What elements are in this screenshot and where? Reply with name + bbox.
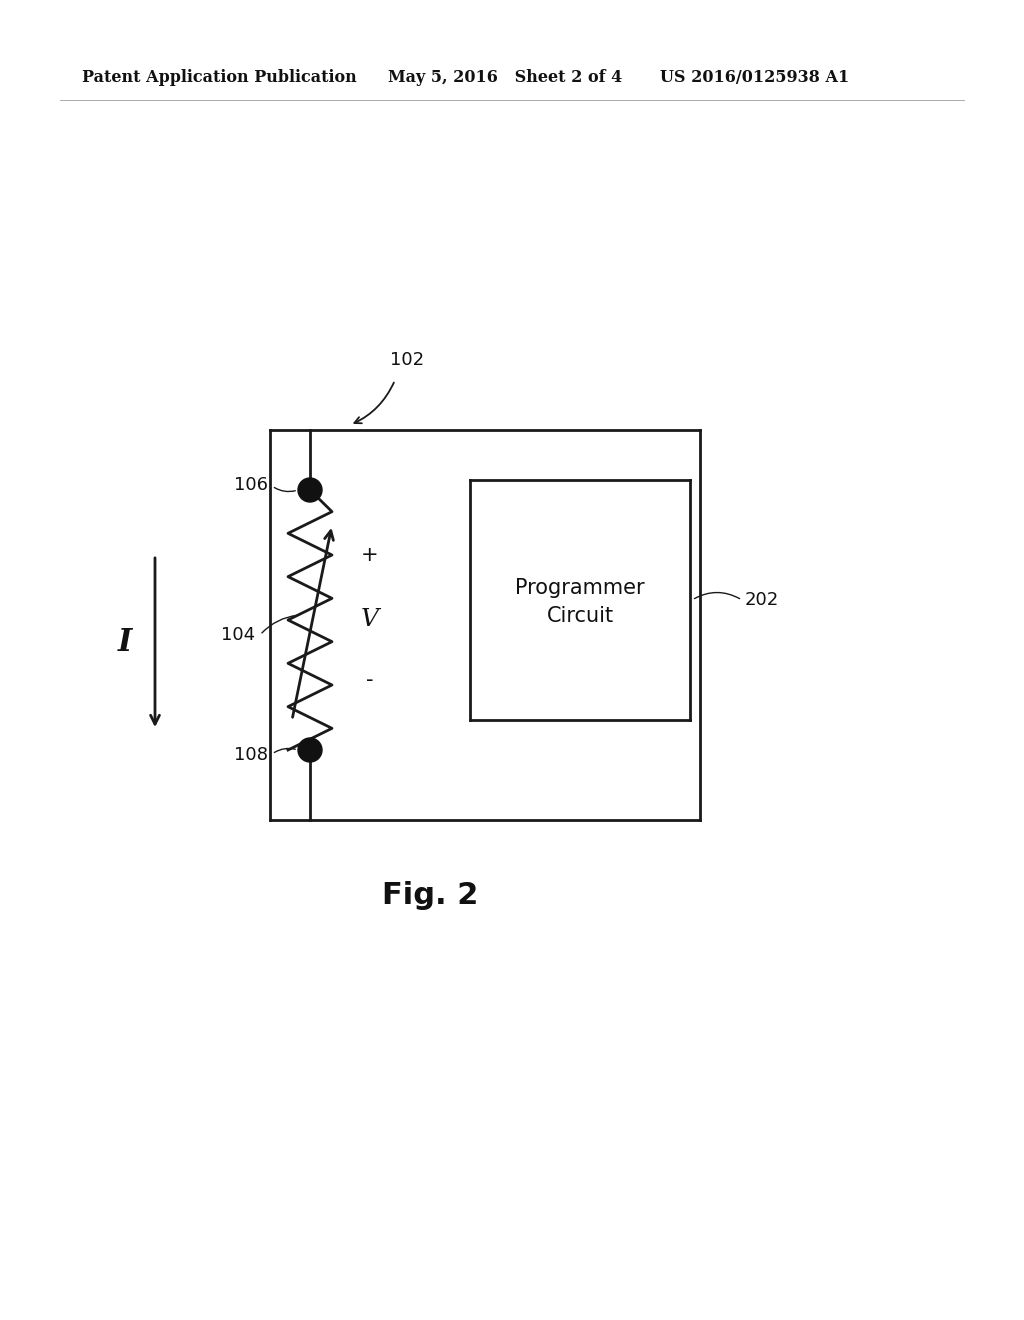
Text: Circuit: Circuit: [547, 606, 613, 626]
Text: -: -: [367, 671, 374, 690]
Text: 108: 108: [234, 746, 268, 764]
Text: May 5, 2016   Sheet 2 of 4: May 5, 2016 Sheet 2 of 4: [388, 70, 623, 87]
Text: 202: 202: [745, 591, 779, 609]
Text: V: V: [361, 609, 379, 631]
Text: 106: 106: [234, 477, 268, 494]
Text: I: I: [118, 627, 132, 657]
Text: US 2016/0125938 A1: US 2016/0125938 A1: [660, 70, 849, 87]
Text: Patent Application Publication: Patent Application Publication: [82, 70, 356, 87]
Text: Programmer: Programmer: [515, 578, 645, 598]
Text: 102: 102: [390, 351, 424, 370]
Text: Fig. 2: Fig. 2: [382, 880, 478, 909]
Circle shape: [298, 738, 322, 762]
Circle shape: [298, 478, 322, 502]
Text: +: +: [361, 545, 379, 565]
Text: 104: 104: [221, 626, 255, 644]
